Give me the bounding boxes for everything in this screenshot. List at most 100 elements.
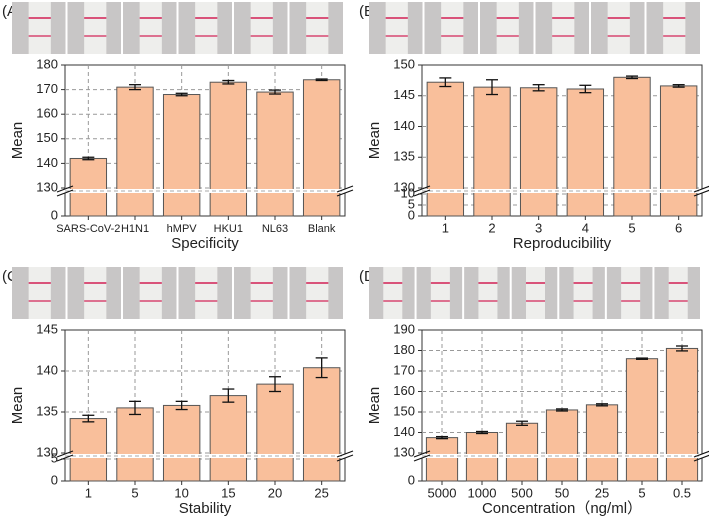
break-mark	[693, 454, 709, 462]
error-bar	[672, 84, 685, 88]
strip	[430, 267, 450, 319]
error-bar	[516, 420, 528, 426]
x-tick-label: 10	[174, 485, 188, 500]
y-tick-label: 160	[36, 106, 58, 121]
break-mark	[56, 454, 74, 462]
y-tick-label: 145	[393, 87, 415, 102]
y-tick-label: 190	[393, 321, 415, 336]
y-tick-label: 0	[408, 472, 415, 487]
bar	[659, 85, 698, 217]
strip	[84, 267, 107, 319]
bar	[519, 87, 558, 217]
strip	[139, 2, 162, 54]
bar	[473, 86, 511, 217]
y-tick-label: 180	[393, 342, 415, 357]
x-tick-label: 2	[488, 220, 495, 235]
x-tick-label: 6	[675, 220, 682, 235]
y-tick-label: 130	[36, 444, 58, 459]
x-tick-label: SARS-CoV-2	[56, 223, 120, 235]
error-bar	[315, 78, 328, 82]
y-tick-label: 150	[36, 130, 58, 145]
y-tick-label: 140	[36, 362, 58, 377]
x-tick-label: 1	[442, 220, 449, 235]
y-axis-label: Mean	[9, 387, 26, 425]
bar	[209, 395, 248, 482]
y-tick-label: 130	[393, 444, 415, 459]
error-bar	[222, 388, 235, 403]
bar	[116, 407, 154, 482]
x-tick-label: 5000	[428, 485, 457, 500]
y-tick-label: 130	[393, 179, 415, 194]
strip	[195, 267, 218, 319]
y-tick-label: 170	[393, 362, 415, 377]
x-tick-label: 1000	[468, 485, 497, 500]
y-axis-label: Mean	[366, 387, 383, 425]
error-bar	[439, 77, 452, 88]
error-bar	[486, 79, 498, 96]
break-mark	[413, 450, 431, 458]
strip	[552, 2, 575, 54]
error-bar	[175, 92, 188, 97]
y-tick-label: 150	[393, 403, 415, 418]
y-tick-label: 0	[408, 207, 415, 222]
break-mark	[56, 185, 74, 193]
bar	[209, 81, 248, 217]
plot-frame	[421, 64, 703, 217]
x-axis-label: Specificity	[171, 235, 239, 252]
panel: (D)0130140150160170180190500010005005025…	[359, 267, 709, 517]
y-tick-label: 135	[36, 403, 58, 418]
bar	[69, 157, 108, 217]
x-tick-label: Blank	[308, 223, 336, 235]
panel: (B)0510130135140145150123456Reproducibil…	[359, 2, 709, 252]
y-tick-label: 135	[393, 149, 415, 164]
break-mark	[56, 450, 74, 458]
break-mark	[336, 189, 354, 197]
strip	[28, 267, 51, 319]
strip	[496, 2, 519, 54]
bar	[545, 409, 579, 482]
strip	[139, 267, 162, 319]
break-mark	[413, 189, 431, 197]
strip	[383, 267, 403, 319]
error-bar	[82, 414, 95, 423]
error-bar	[596, 403, 608, 407]
y-tick-label: 0	[51, 472, 58, 487]
x-tick-label: 15	[221, 485, 235, 500]
x-tick-label: 5	[638, 485, 645, 500]
bar	[302, 79, 341, 217]
x-tick-label: hMPV	[167, 223, 198, 235]
error-bar	[476, 430, 488, 435]
y-tick-label: 5	[408, 196, 415, 211]
y-tick-label: 145	[36, 321, 58, 336]
break-mark	[693, 450, 709, 458]
error-bar	[676, 345, 688, 352]
strip	[306, 2, 329, 54]
strip	[306, 267, 329, 319]
x-tick-label: H1N1	[121, 223, 149, 235]
y-tick-label: 170	[36, 81, 58, 96]
strip	[28, 2, 51, 54]
plot-frame	[64, 329, 346, 482]
strip	[250, 2, 273, 54]
strip	[441, 2, 464, 54]
x-axis-label: Reproducibility	[513, 235, 612, 252]
break-mark	[693, 189, 709, 197]
error-bar	[269, 376, 281, 393]
strip	[525, 267, 546, 319]
x-tick-label: 0.5	[673, 485, 691, 500]
x-tick-label: 25	[314, 485, 328, 500]
y-tick-label: 180	[36, 56, 58, 71]
x-tick-label: 20	[268, 485, 282, 500]
error-bar	[436, 435, 448, 440]
y-tick-label: 130	[36, 179, 58, 194]
strip	[84, 2, 107, 54]
y-tick-label: 140	[393, 424, 415, 439]
error-bar	[222, 79, 235, 85]
x-tick-label: 3	[535, 220, 542, 235]
break-mark	[413, 454, 431, 462]
break-mark	[336, 454, 354, 462]
bar	[69, 418, 108, 482]
error-bar	[269, 89, 281, 95]
x-axis-label: Concentration（ng/ml）	[482, 500, 642, 517]
